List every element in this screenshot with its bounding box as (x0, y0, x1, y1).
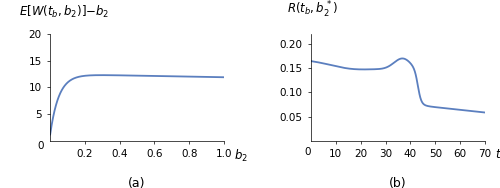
Text: $b_2$: $b_2$ (234, 147, 248, 164)
Text: $t_b$: $t_b$ (496, 147, 500, 163)
Text: 0: 0 (38, 141, 44, 151)
Text: $E[W(t_b,b_2)]{-}b_2$: $E[W(t_b,b_2)]{-}b_2$ (18, 4, 109, 20)
Text: $R(t_b,b_2^*)$: $R(t_b,b_2^*)$ (286, 0, 338, 20)
Text: 0: 0 (304, 147, 310, 157)
Text: (a): (a) (128, 177, 146, 188)
Text: (b): (b) (389, 177, 407, 188)
